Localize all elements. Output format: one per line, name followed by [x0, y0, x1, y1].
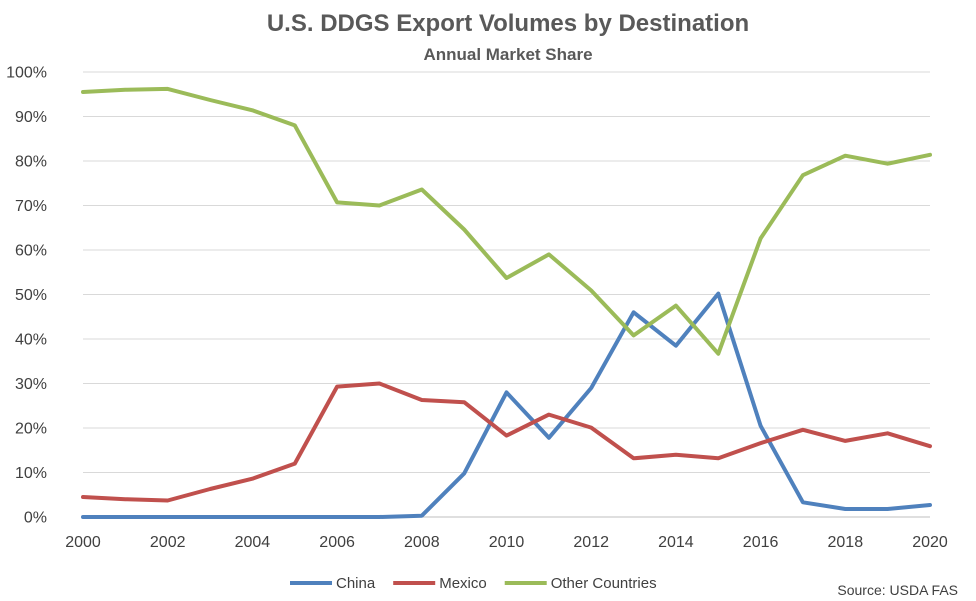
y-tick-label: 10% [15, 465, 47, 482]
x-tick-label: 2008 [404, 534, 440, 551]
legend-label-other-countries: Other Countries [551, 575, 657, 592]
series-lines [81, 86, 932, 519]
gridlines [83, 71, 930, 518]
y-tick-label: 100% [6, 65, 47, 82]
y-tick-label: 40% [15, 332, 47, 349]
series-line-china [81, 291, 932, 519]
x-tick-label: 2018 [828, 534, 864, 551]
y-tick-label: 80% [15, 154, 47, 171]
x-tick-label: 2016 [743, 534, 779, 551]
x-tick-label: 2000 [65, 534, 101, 551]
chart-subtitle: Annual Market Share [423, 45, 592, 64]
y-tick-label: 0% [24, 510, 47, 527]
y-tick-label: 20% [15, 421, 47, 438]
x-tick-label: 2012 [573, 534, 609, 551]
legend: China Mexico Other Countries [290, 575, 657, 592]
x-tick-label: 2006 [319, 534, 355, 551]
x-tick-label: 2010 [489, 534, 525, 551]
y-tick-label: 50% [15, 287, 47, 304]
x-tick-label: 2002 [150, 534, 186, 551]
y-tick-label: 70% [15, 198, 47, 215]
legend-label-china: China [336, 575, 376, 592]
x-tick-label: 2014 [658, 534, 694, 551]
series-line-other-countries [81, 86, 932, 356]
chart-title: U.S. DDGS Export Volumes by Destination [267, 10, 749, 37]
legend-label-mexico: Mexico [439, 575, 487, 592]
y-tick-label: 90% [15, 109, 47, 126]
x-tick-label: 2020 [912, 534, 948, 551]
source-note: Source: USDA FAS [837, 582, 958, 598]
series-line-mexico [81, 381, 932, 503]
y-tick-label: 60% [15, 243, 47, 260]
axes: 0% 10% 20% 30% 40% 50% 60% 70% 80% 90% 100% 2000 200… [6, 65, 948, 552]
y-tick-label: 30% [15, 376, 47, 393]
x-tick-label: 2004 [235, 534, 271, 551]
